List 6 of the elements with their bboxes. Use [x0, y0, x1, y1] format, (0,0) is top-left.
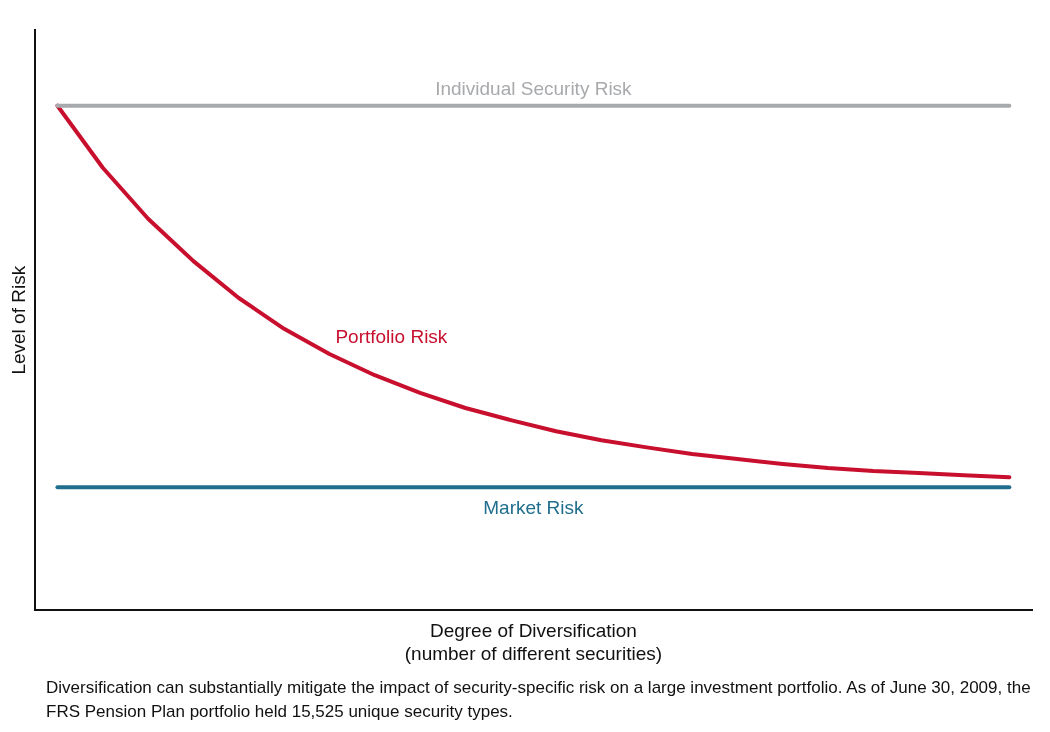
y-axis-title: Level of Risk: [7, 265, 29, 375]
text: Diversification can substantially mitigate the impact of security-specific risk on a large investment portfolio. As of June 30, 2009, the FRS Pension Plan portfolio held 15,525 unique security types.: [46, 677, 1032, 723]
series-label: Individual Security Risk: [435, 77, 633, 99]
x-axis-title: Degree of Diversification (number of different securities): [404, 620, 663, 664]
series-label: Portfolio Risk: [335, 326, 448, 348]
series-label: Market Risk: [483, 497, 585, 519]
